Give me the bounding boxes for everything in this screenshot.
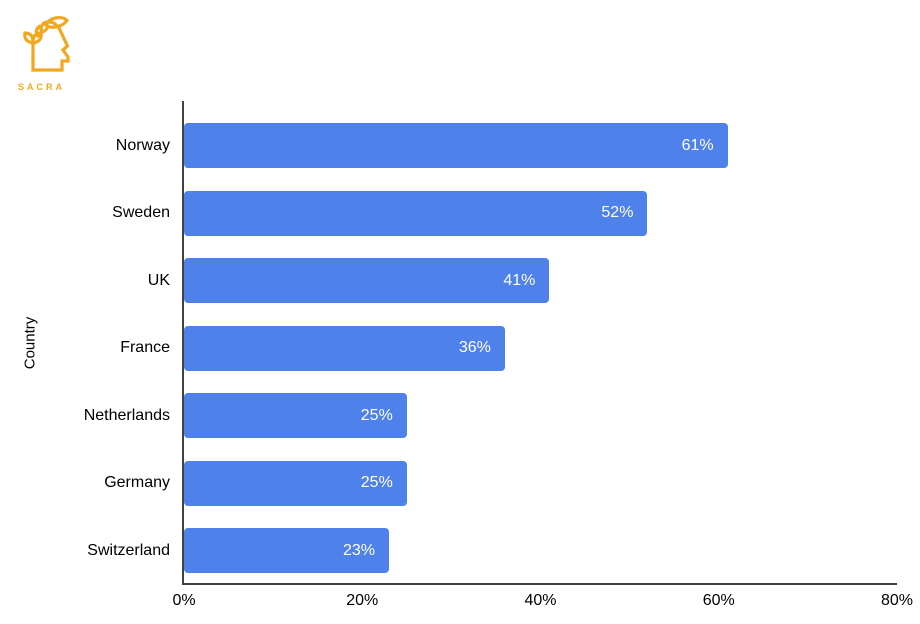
bar-row: France 36% (120, 315, 897, 383)
x-tick-label: 20% (346, 592, 379, 609)
value-label: 25% (360, 406, 393, 424)
bar[interactable]: 41% (184, 258, 550, 304)
category-label: Germany (104, 474, 170, 492)
value-label: 23% (342, 541, 375, 559)
x-tick-label: 80% (880, 592, 914, 609)
bar-row: Switzerland 23% (87, 517, 897, 585)
value-label: 36% (458, 339, 491, 357)
category-label: Switzerland (87, 541, 170, 559)
x-axis-ticks: 0% 20% 40% 60% 80% (172, 592, 913, 614)
bar-row: Netherlands 25% (84, 382, 897, 450)
x-tick-label: 40% (524, 592, 557, 609)
category-label: Norway (115, 136, 170, 154)
category-label: UK (147, 271, 170, 289)
bar[interactable]: 25% (184, 393, 407, 439)
head-with-leaves-icon (23, 16, 70, 72)
sacra-logo: SACRA (16, 12, 82, 92)
plot-area: Norway 61% Sweden 52% UK 41% France 36% Netherla… (84, 101, 897, 585)
bar[interactable]: 52% (184, 190, 648, 236)
bar[interactable]: 36% (184, 325, 505, 371)
bar-rows: Norway 61% Sweden 52% UK 41% France 36% Netherla… (84, 112, 897, 585)
bar[interactable]: 61% (184, 123, 728, 169)
value-label: 25% (360, 474, 393, 492)
sacra-logo-text: SACRA (18, 82, 66, 92)
bar[interactable]: 23% (184, 528, 389, 574)
bar-row: UK 41% (148, 247, 897, 315)
bar-row: Sweden 52% (112, 180, 897, 248)
value-label: 41% (503, 271, 536, 289)
category-label: Netherlands (83, 406, 170, 424)
category-label: France (120, 339, 170, 357)
x-tick-label: 0% (172, 592, 196, 609)
bar[interactable]: 25% (184, 460, 407, 506)
x-tick-label: 60% (702, 592, 735, 609)
bar-row: Norway 61% (116, 112, 897, 180)
value-label: 61% (681, 136, 714, 154)
bar-row: Germany 25% (104, 450, 897, 518)
category-label: Sweden (112, 204, 170, 222)
value-label: 52% (601, 204, 634, 222)
